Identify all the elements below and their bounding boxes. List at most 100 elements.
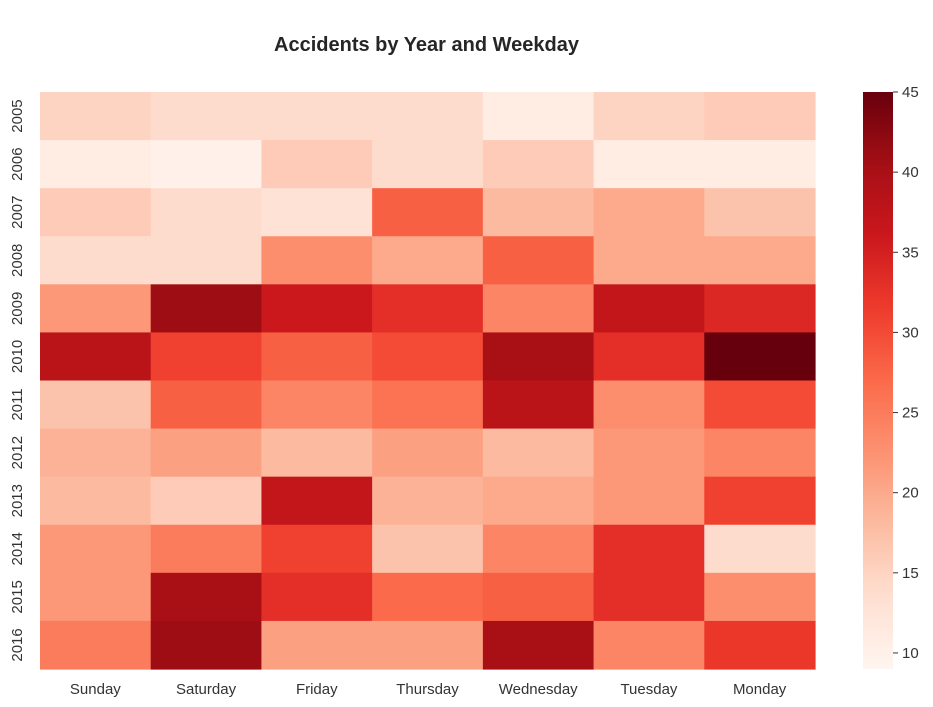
heatmap-cell-2010-friday (261, 332, 373, 382)
heatmap-cell-2014-tuesday (593, 524, 705, 574)
heatmap-cell-2007-friday (261, 188, 373, 237)
y-tick-label: 2011 (9, 388, 26, 420)
heatmap-cell-2008-thursday (372, 236, 484, 285)
y-tick-label: 2006 (9, 147, 26, 180)
colorbar-tick-label: 40 (902, 164, 919, 181)
colorbar-tick-label: 25 (902, 405, 919, 422)
heatmap-cell-2011-tuesday (593, 380, 705, 430)
colorbar-tick-label: 30 (902, 324, 919, 341)
y-tick-label: 2009 (9, 292, 26, 325)
colorbar-tick-label: 10 (902, 645, 919, 662)
heatmap-cell-2007-saturday (150, 188, 263, 237)
heatmap-cell-2010-sunday (40, 332, 152, 382)
heatmap-cell-2015-monday (704, 572, 816, 622)
heatmap-cell-2014-friday (261, 524, 373, 574)
heatmap-cell-2009-thursday (372, 284, 484, 334)
heatmap-cell-2016-friday (261, 620, 373, 670)
heatmap-cell-2011-saturday (150, 380, 263, 430)
heatmap-cell-2006-wednesday (482, 140, 595, 189)
heatmap-cell-2011-monday (704, 380, 816, 430)
heatmap-cell-2007-thursday (372, 188, 484, 237)
x-tick-label: Sunday (70, 681, 121, 698)
heatmap-cell-2010-monday (704, 332, 816, 382)
heatmap-cell-2007-sunday (40, 188, 152, 237)
heatmap-cell-2005-saturday (150, 92, 263, 141)
heatmap-cell-2008-monday (704, 236, 816, 285)
y-axis-ticks: 2005 2006 2007 2008 2009 2010 2011 2012 2013 2014… (9, 99, 26, 661)
heatmap-cell-2009-friday (261, 284, 373, 334)
heatmap-cell-2016-sunday (40, 620, 152, 670)
heatmap-cell-2016-thursday (372, 620, 484, 670)
heatmap-cell-2009-tuesday (593, 284, 705, 334)
colorbar-ticks: 10 15 20 25 30 35 40 45 (893, 84, 919, 662)
heatmap-cell-2015-tuesday (593, 572, 705, 622)
colorbar (863, 92, 893, 669)
heatmap-cell-2014-thursday (372, 524, 484, 574)
heatmap-cell-2016-wednesday (482, 620, 595, 670)
x-tick-label: Friday (296, 681, 338, 698)
heatmap-cell-2008-tuesday (593, 236, 705, 285)
y-tick-label: 2005 (9, 99, 26, 132)
heatmap-cell-2016-saturday (150, 620, 263, 670)
heatmap-cell-2005-wednesday (482, 92, 595, 141)
heatmap-cell-2012-monday (704, 428, 816, 478)
heatmap-cell-2010-tuesday (593, 332, 705, 382)
heatmap-cell-2011-wednesday (482, 380, 595, 430)
heatmap-cell-2012-friday (261, 428, 373, 478)
y-tick-label: 2007 (9, 196, 26, 229)
heatmap-cell-2008-friday (261, 236, 373, 285)
heatmap-cell-2007-wednesday (482, 188, 595, 237)
y-tick-label: 2012 (9, 436, 26, 469)
x-tick-label: Thursday (396, 681, 459, 698)
heatmap-cell-2010-saturday (150, 332, 263, 382)
heatmap-cell-2014-monday (704, 524, 816, 574)
heatmap-cell-2012-thursday (372, 428, 484, 478)
heatmap-cell-2005-friday (261, 92, 373, 141)
y-tick-label: 2014 (9, 532, 26, 565)
heatmap-cell-2006-monday (704, 140, 816, 189)
chart-title: Accidents by Year and Weekday (274, 34, 579, 56)
y-tick-label: 2016 (9, 628, 26, 661)
heatmap-cell-2013-tuesday (593, 476, 705, 526)
heatmap-cell-2009-monday (704, 284, 816, 334)
heatmap-cell-2015-friday (261, 572, 373, 622)
heatmap-cell-2010-thursday (372, 332, 484, 382)
x-tick-label: Monday (733, 681, 787, 698)
heatmap-cell-2015-wednesday (482, 572, 595, 622)
x-tick-label: Saturday (176, 681, 237, 698)
heatmap-cell-2006-friday (261, 140, 373, 189)
heatmap-cell-2011-thursday (372, 380, 484, 430)
heatmap-cell-2011-sunday (40, 380, 152, 430)
heatmap-cell-2013-friday (261, 476, 373, 526)
heatmap-cells (40, 92, 816, 670)
heatmap-cell-2012-wednesday (482, 428, 595, 478)
heatmap-cell-2006-sunday (40, 140, 152, 189)
heatmap-cell-2013-saturday (150, 476, 263, 526)
heatmap-cell-2009-sunday (40, 284, 152, 334)
y-tick-label: 2013 (9, 484, 26, 517)
heatmap-cell-2012-tuesday (593, 428, 705, 478)
colorbar-tick-label: 15 (902, 565, 919, 582)
heatmap-cell-2012-saturday (150, 428, 263, 478)
heatmap-cell-2008-wednesday (482, 236, 595, 285)
heatmap-cell-2007-monday (704, 188, 816, 237)
x-tick-label: Tuesday (620, 681, 677, 698)
heatmap-cell-2016-tuesday (593, 620, 705, 670)
heatmap-cell-2011-friday (261, 380, 373, 430)
heatmap-cell-2005-thursday (372, 92, 484, 141)
heatmap-cell-2009-wednesday (482, 284, 595, 334)
heatmap-cell-2009-saturday (150, 284, 263, 334)
heatmap-cell-2008-saturday (150, 236, 263, 285)
heatmap-cell-2007-tuesday (593, 188, 705, 237)
x-tick-label: Wednesday (499, 681, 578, 698)
heatmap-cell-2008-sunday (40, 236, 152, 285)
colorbar-tick-label: 20 (902, 485, 919, 502)
heatmap-cell-2013-thursday (372, 476, 484, 526)
heatmap-cell-2005-monday (704, 92, 816, 141)
heatmap-cell-2006-thursday (372, 140, 484, 189)
heatmap-cell-2014-wednesday (482, 524, 595, 574)
y-tick-label: 2015 (9, 580, 26, 613)
heatmap-cell-2015-saturday (150, 572, 263, 622)
heatmap-cell-2016-monday (704, 620, 816, 670)
